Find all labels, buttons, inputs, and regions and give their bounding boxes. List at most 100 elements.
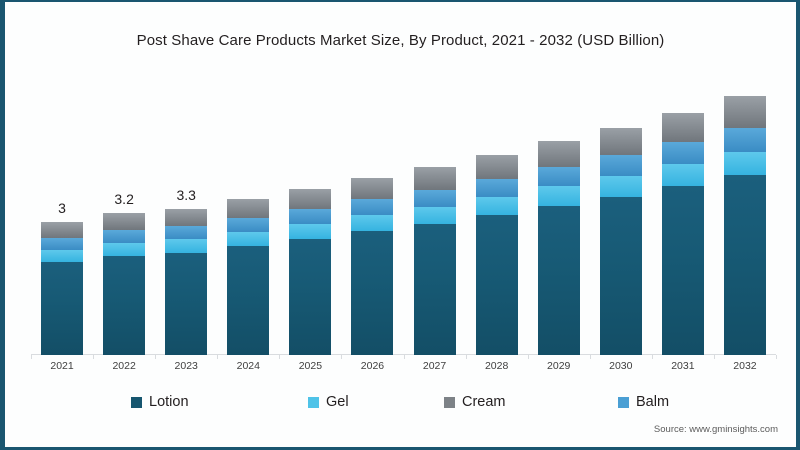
x-axis-tick [341,355,343,359]
bar-segment-balm[interactable] [723,127,766,152]
bar-segment-gel[interactable] [289,223,332,239]
legend-item-cream[interactable]: Cream [444,394,506,410]
bar-stack[interactable] [537,141,580,355]
legend-swatch-lotion-icon [131,396,142,408]
x-axis-label-2028: 2028 [484,360,509,372]
x-axis-label-2025: 2025 [298,360,323,372]
bar-segment-lotion[interactable] [351,230,394,355]
bar-value-label: 3.3 [176,186,196,203]
bar-segment-gel[interactable] [165,239,208,253]
x-axis-label-2022: 2022 [112,360,136,372]
bar-segment-balm[interactable] [165,225,208,240]
bar-segment-cream[interactable] [41,221,84,238]
bar-stack[interactable]: 3.3 [165,187,208,355]
x-axis-tick [713,355,715,359]
bar-segment-lotion[interactable] [227,246,270,355]
bar-segment-cream[interactable] [351,177,394,199]
bar-segment-cream[interactable] [289,188,332,209]
x-axis-label-2021: 2021 [50,360,74,372]
bar-value-label: 3.2 [114,191,134,208]
bar-segment-lotion[interactable] [661,186,704,355]
bar-segment-lotion[interactable] [103,255,146,355]
legend-swatch-gel-icon [308,396,319,408]
x-axis-tick [527,355,529,359]
bar-segment-cream[interactable] [537,141,580,167]
bar-segment-lotion[interactable] [537,205,580,355]
bar-segment-gel[interactable] [103,242,146,256]
x-axis-tick [776,355,777,359]
bar-segment-gel[interactable] [351,214,394,231]
bar-segment-lotion[interactable] [413,223,456,355]
bar-segment-gel[interactable] [723,151,766,176]
chart-title: Post Shave Care Products Market Size, By… [136,32,665,49]
bar-segment-cream[interactable] [599,127,642,155]
bar-segment-cream[interactable] [413,166,456,190]
bar-stack[interactable] [723,96,766,355]
x-axis-label-2027: 2027 [422,360,447,372]
bar-segment-balm[interactable] [289,208,332,224]
bar-stack[interactable]: 3.2 [103,191,146,355]
bar-segment-lotion[interactable] [475,215,518,355]
x-axis-tick [217,355,219,359]
x-axis-tick [589,355,591,359]
bar-segment-balm[interactable] [475,178,518,198]
bar-segment-lotion[interactable] [289,238,332,355]
bar-segment-balm[interactable] [351,198,394,215]
legend-label: Gel [326,394,349,410]
x-axis-label-2026: 2026 [360,360,385,372]
bar-segment-gel[interactable] [475,197,518,216]
x-axis-label-2023: 2023 [174,360,198,372]
legend-swatch-cream-icon [444,396,455,408]
x-axis-line [31,354,776,355]
legend-item-lotion[interactable]: Lotion [131,394,189,410]
x-axis-label-2024: 2024 [236,360,260,372]
bar-segment-cream[interactable] [723,96,766,128]
bar-segment-lotion[interactable] [41,261,84,355]
bar-stack[interactable] [413,166,456,355]
bar-segment-lotion[interactable] [165,252,208,355]
x-axis-tick [465,355,467,359]
x-axis-tick [651,355,653,359]
x-axis-tick [155,355,157,359]
x-axis-label-2030: 2030 [609,360,633,372]
bar-segment-lotion[interactable] [599,196,642,355]
plot-area: 3 3.2 3.3 [31,80,777,359]
bar-segment-balm[interactable] [537,166,580,187]
x-axis-tick [403,355,405,359]
bar-stack[interactable] [351,177,394,355]
bar-stack[interactable]: 3 [41,200,84,355]
x-axis-label-2032: 2032 [733,360,757,372]
bar-stack[interactable] [599,127,642,355]
bar-segment-lotion[interactable] [723,175,766,355]
bar-segment-gel[interactable] [537,186,580,206]
bar-segment-cream[interactable] [661,112,704,143]
bar-segment-balm[interactable] [103,229,146,243]
bar-stack[interactable] [661,112,704,355]
bar-segment-balm[interactable] [41,237,84,250]
chart-legend: Lotion Gel Cream Balm [31,394,776,416]
legend-item-balm[interactable]: Balm [618,394,669,410]
bar-stack[interactable] [227,199,270,355]
bar-segment-cream[interactable] [165,208,208,226]
x-axis-label-2029: 2029 [547,360,571,372]
bar-segment-cream[interactable] [475,154,518,179]
bar-segment-balm[interactable] [661,142,704,165]
bar-segment-cream[interactable] [227,199,270,218]
bar-stack[interactable] [289,188,332,355]
bar-segment-balm[interactable] [413,189,456,207]
bar-stack[interactable] [475,154,518,355]
bar-segment-cream[interactable] [103,213,146,230]
legend-label: Balm [636,394,670,410]
bar-segment-gel[interactable] [413,206,456,224]
bar-segment-gel[interactable] [227,232,270,247]
x-axis-tick [279,355,281,359]
bar-segment-gel[interactable] [41,249,84,262]
x-axis-tick [93,355,95,359]
bar-segment-balm[interactable] [227,217,270,233]
legend-swatch-balm-icon [618,396,629,408]
bar-segment-gel[interactable] [599,175,642,197]
bar-segment-gel[interactable] [661,164,704,187]
legend-item-gel[interactable]: Gel [308,394,349,410]
bar-segment-balm[interactable] [599,154,642,176]
